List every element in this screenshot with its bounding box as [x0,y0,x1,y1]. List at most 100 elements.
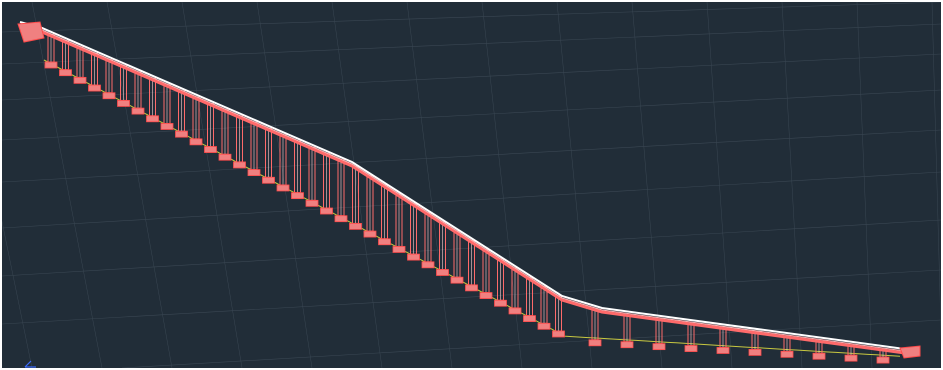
pier [305,146,319,207]
pier-footing [218,153,232,161]
pier [320,153,333,215]
grid-line [856,2,873,368]
pier-footing [620,341,634,349]
grid-line [2,269,941,325]
pier-footing [684,345,698,352]
pier-footing [175,130,188,138]
pier [652,318,666,351]
pier-footing [117,100,130,107]
pier-footing [523,315,536,323]
pier [421,212,435,269]
pier-footing [876,356,890,364]
pier-footing [716,347,730,354]
pier [552,295,565,338]
pier [233,115,246,169]
grid-line [2,171,941,229]
deck-top-edge [19,21,913,351]
pier [716,327,730,354]
grid-line [2,53,941,101]
pier [349,165,362,230]
pier [102,59,116,100]
abutment-right [899,345,921,359]
pier-footing [508,307,522,315]
pier [479,249,493,299]
pier-footing [363,230,377,238]
grid-line [2,220,33,368]
ucs-axis-icon [24,360,36,368]
abutment-left [17,21,45,43]
pier [218,109,232,161]
pier-footing [146,115,159,123]
pier [334,159,348,223]
grid-line [31,2,103,368]
pier-footing [247,169,261,176]
pier-footing [421,261,435,269]
pier-footing [537,322,551,330]
pier [73,46,87,84]
grid-line [931,2,941,341]
pier-footing [262,176,275,184]
pier-footing [320,207,333,215]
pier-footing [102,92,116,100]
pier-footing [73,76,87,84]
pier-footing [652,343,666,351]
deck-girder [19,24,913,356]
grid-line [2,89,941,141]
grid-line [406,2,453,368]
ground-profile-line [43,59,901,357]
grid-line [706,2,733,368]
pier [748,331,762,356]
pier-footing [748,348,762,356]
pier [117,65,130,107]
pier-footing [494,299,507,307]
ground-line [43,59,901,357]
pier-footing [780,350,794,358]
pier [620,314,634,349]
pier [588,308,602,347]
pier-footing [44,61,58,69]
pier-footing [588,339,602,347]
grid-line [2,129,941,183]
grid-line [781,2,803,368]
bridge-abutments [17,21,921,359]
pier-footing [204,146,217,153]
pier [291,140,304,200]
pier-footing [291,192,304,200]
pier-footing [479,292,493,299]
pier [204,103,217,153]
pier [378,184,391,246]
bridge-deck [19,21,913,356]
grid-line [2,23,941,65]
grid-line [481,2,523,368]
pier-footing [407,253,420,261]
pier [780,336,794,358]
grid-line [331,2,383,368]
grid-line [181,2,243,368]
grid-line [121,319,941,368]
pier [88,52,101,92]
pier [44,34,58,69]
pier [262,128,275,184]
pier [436,221,449,276]
pier-footing [552,330,565,338]
pier-footing [131,107,145,115]
pier-footing [334,215,348,223]
pier [276,134,290,192]
pier-footing [450,276,464,284]
pier [59,40,72,77]
pier-footing [392,246,406,253]
pier-footing [233,161,246,169]
pier [684,323,698,352]
grid-line [556,2,593,368]
pier-footing [378,238,391,246]
pier-footing [88,84,101,92]
pier-footing [276,184,290,192]
pier-footing [465,284,478,292]
pier-footing [160,123,174,130]
pier-footing [844,354,858,362]
pier [450,230,464,284]
pier-footing [436,269,449,276]
